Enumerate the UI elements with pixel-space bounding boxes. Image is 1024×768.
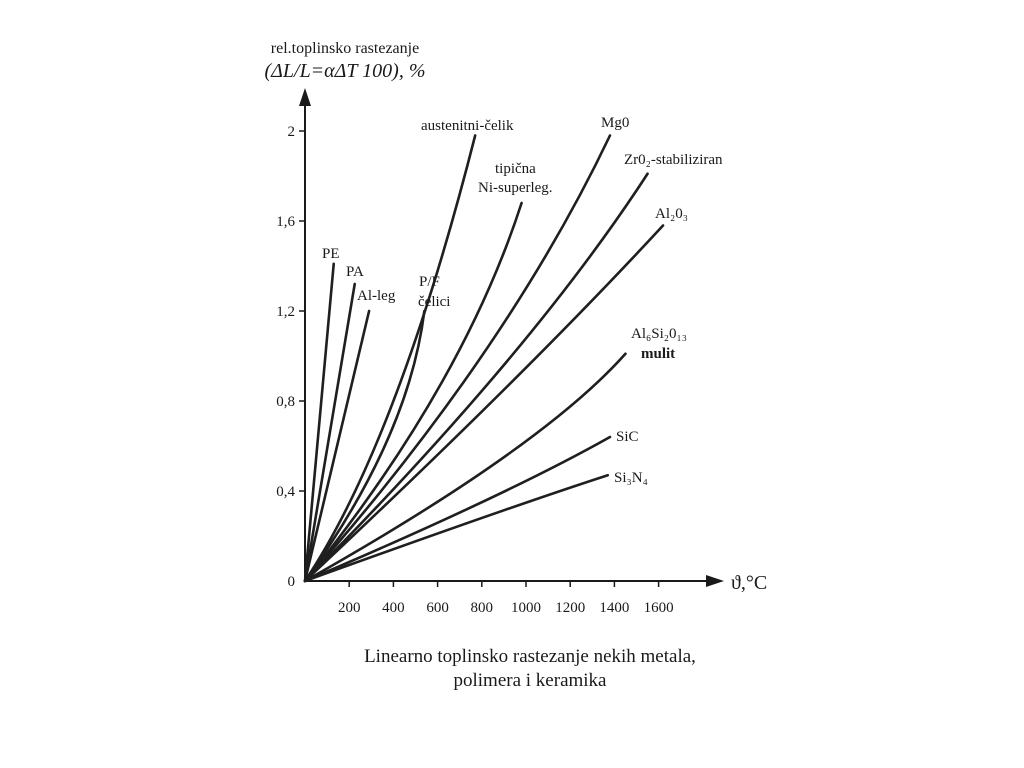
y-axis-arrow <box>299 88 311 106</box>
x-tick-label: 1400 <box>599 600 629 616</box>
x-tick-label: 1600 <box>644 600 674 616</box>
caption-line-1: Linearno toplinsko rastezanje nekih meta… <box>364 646 696 667</box>
series-line <box>303 172 649 583</box>
x-tick-label: 1000 <box>511 600 541 616</box>
series-line <box>303 352 627 583</box>
series-label: austenitni-čelik <box>421 118 514 134</box>
series-line <box>303 473 610 583</box>
figure-caption: Linearno toplinsko rastezanje nekih meta… <box>300 645 760 693</box>
series-label: P/F <box>419 274 440 290</box>
series-label: čelici <box>418 294 450 310</box>
chart-axes: ϑ,°C <box>299 88 767 594</box>
series-label: Al₆Si₂0₁₃ <box>631 326 687 342</box>
series-label: Al₂0₃ <box>655 206 688 222</box>
y-tick-label: 0 <box>288 574 296 590</box>
series-line <box>303 435 612 583</box>
series-line <box>303 134 477 583</box>
series-line <box>303 201 523 583</box>
series-label: tipična <box>495 161 536 177</box>
y-tick-label: 2 <box>288 124 296 140</box>
x-tick-label: 1200 <box>555 600 585 616</box>
series-label: Ni-superleg. <box>478 180 553 196</box>
series-line <box>303 262 336 583</box>
series-line <box>303 134 612 583</box>
series-line <box>303 309 426 583</box>
x-axis-label: ϑ,°C <box>731 572 767 594</box>
y-tick-label: 0,8 <box>276 394 295 410</box>
series-label: Zr0₂-stabiliziran <box>624 152 723 168</box>
series-line <box>303 224 665 583</box>
x-tick-label: 200 <box>338 600 361 616</box>
y-tick-label: 0,4 <box>276 484 295 500</box>
x-tick-label: 800 <box>471 600 494 616</box>
y-axis-label: rel.toplinsko rastezanje <box>270 40 420 57</box>
x-tick-label: 400 <box>382 600 405 616</box>
series-label: Mg0 <box>601 115 629 131</box>
series-label: SiC <box>616 429 639 445</box>
y-tick-label: 1,6 <box>276 214 295 230</box>
chart-ticks: 0 0,4 0,8 1,2 1,6 2 200 400 600 800 1000 1200 1400 16… <box>276 124 673 616</box>
chart-series <box>303 134 665 583</box>
chart-series-labels: PE PA Al-leg P/F čelici austenitni-čelik tipič… <box>322 115 723 486</box>
series-line <box>303 282 357 583</box>
caption-line-2: polimera i keramika <box>453 670 607 691</box>
series-label: PE <box>322 246 340 262</box>
series-label: mulit <box>641 346 675 362</box>
series-label: PA <box>346 264 364 280</box>
y-axis-formula: (ΔL/L=αΔT 100), % <box>264 60 426 82</box>
x-axis-arrow <box>706 575 724 587</box>
series-label: Si₃N₄ <box>614 470 648 486</box>
series-label: Al-leg <box>357 288 396 304</box>
series-line <box>303 309 371 583</box>
x-tick-label: 600 <box>426 600 449 616</box>
y-tick-label: 1,2 <box>276 304 295 320</box>
